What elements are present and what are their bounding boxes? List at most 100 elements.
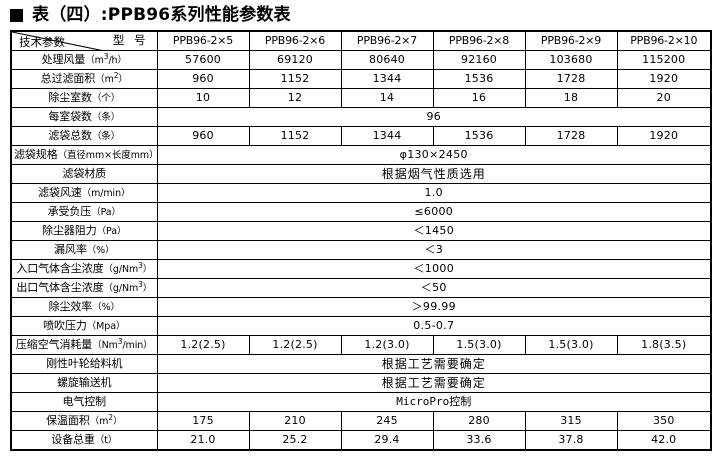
table-row: 滤袋总数（条） 960 1152 1344 1536 1728 1920 xyxy=(10,126,712,146)
value-cell: 33.6 xyxy=(432,430,526,451)
column-header-2: PPB96-2×6 xyxy=(248,30,342,51)
row-label: 滤袋风速（m/min） xyxy=(10,183,158,203)
value-cell: 1344 xyxy=(340,69,434,89)
row-label: 滤袋规格（直径mm×长度mm） xyxy=(10,145,158,165)
value-cell: 10 xyxy=(156,88,250,108)
merged-value-cell: ＞99.99 xyxy=(156,297,712,317)
table-body: 型 号 技术参数 PPB96-2×5 PPB96-2×6 PPB96-2×7 PPB96-… xyxy=(10,30,712,451)
row-label: 喷吹压力（Mpa） xyxy=(10,316,158,336)
corner-header-cell: 型 号 技术参数 xyxy=(10,30,158,51)
value-cell: 1344 xyxy=(340,126,434,146)
value-cell: 350 xyxy=(616,411,712,431)
value-cell: 21.0 xyxy=(156,430,250,451)
column-header-1: PPB96-2×5 xyxy=(156,30,250,51)
row-label: 保温面积（m2） xyxy=(10,411,158,431)
black-square-icon xyxy=(10,8,23,22)
row-label: 压缩空气消耗量（Nm3/min） xyxy=(10,335,158,355)
merged-value-cell: 根据工艺需要确定 xyxy=(156,373,712,393)
merged-value-cell: ＜50 xyxy=(156,278,712,298)
value-cell: 103680 xyxy=(524,50,618,70)
table-row: 除尘效率（%） ＞99.99 xyxy=(10,297,712,317)
row-label: 每室袋数（条） xyxy=(10,107,158,127)
value-cell: 1.5(3.0) xyxy=(524,335,618,355)
merged-value-cell: MicroPro控制 xyxy=(156,392,712,412)
table-row: 电气控制 MicroPro控制 xyxy=(10,392,712,412)
value-cell: 210 xyxy=(248,411,342,431)
value-cell: 57600 xyxy=(156,50,250,70)
value-cell: 92160 xyxy=(432,50,526,70)
column-header-6: PPB96-2×10 xyxy=(616,30,712,51)
corner-model-label: 型 号 xyxy=(112,33,149,47)
value-cell: 1920 xyxy=(616,126,712,146)
merged-value-cell: ≤6000 xyxy=(156,202,712,222)
table-row: 每室袋数（条） 96 xyxy=(10,107,712,127)
table-row: 入口气体含尘浓度（g/Nm3） ＜1000 xyxy=(10,259,712,279)
merged-value-cell: 1.0 xyxy=(156,183,712,203)
row-label: 滤袋材质 xyxy=(10,164,158,184)
row-label: 承受负压（Pa） xyxy=(10,202,158,222)
row-label: 入口气体含尘浓度（g/Nm3） xyxy=(10,259,158,279)
column-header-5: PPB96-2×9 xyxy=(524,30,618,51)
value-cell: 315 xyxy=(524,411,618,431)
value-cell: 1.2(2.5) xyxy=(156,335,250,355)
table-row: 承受负压（Pa） ≤6000 xyxy=(10,202,712,222)
table-row: 设备总重（t） 21.0 25.2 29.4 33.6 37.8 42.0 xyxy=(10,430,712,451)
value-cell: 960 xyxy=(156,69,250,89)
merged-value-cell: 根据工艺需要确定 xyxy=(156,354,712,374)
table-row: 处理风量（m3/h） 57600 69120 80640 92160 103680 1152… xyxy=(10,50,712,70)
merged-value-cell: 0.5-0.7 xyxy=(156,316,712,336)
merged-value-cell: 根据烟气性质选用 xyxy=(156,164,712,184)
table-row: 滤袋规格（直径mm×长度mm） φ130×2450 xyxy=(10,145,712,165)
value-cell: 1152 xyxy=(248,69,342,89)
row-label: 漏风率（%） xyxy=(10,240,158,260)
value-cell: 25.2 xyxy=(248,430,342,451)
row-label: 设备总重（t） xyxy=(10,430,158,451)
merged-value-cell: ＜1450 xyxy=(156,221,712,241)
value-cell: 37.8 xyxy=(524,430,618,451)
value-cell: 245 xyxy=(340,411,434,431)
row-label: 电气控制 xyxy=(10,392,158,412)
row-label: 除尘效率（%） xyxy=(10,297,158,317)
table-row: 压缩空气消耗量（Nm3/min） 1.2(2.5) 1.2(2.5) 1.2(3.0)… xyxy=(10,335,712,355)
value-cell: 1.8(3.5) xyxy=(616,335,712,355)
value-cell: 1536 xyxy=(432,126,526,146)
table-row: 漏风率（%） ＜3 xyxy=(10,240,712,260)
value-cell: 960 xyxy=(156,126,250,146)
table-row: 滤袋材质 根据烟气性质选用 xyxy=(10,164,712,184)
row-label: 出口气体含尘浓度（g/Nm3） xyxy=(10,278,158,298)
page-title: 表（四）:PPB96系列性能参数表 xyxy=(0,0,720,30)
value-cell: 1.5(3.0) xyxy=(432,335,526,355)
table-row: 出口气体含尘浓度（g/Nm3） ＜50 xyxy=(10,278,712,298)
value-cell: 69120 xyxy=(248,50,342,70)
page-title-text: 表（四）:PPB96系列性能参数表 xyxy=(32,4,291,25)
merged-value-cell: ＜3 xyxy=(156,240,712,260)
corner-param-label: 技术参数 xyxy=(19,34,65,49)
row-label: 除尘室数（个） xyxy=(10,88,158,108)
value-cell: 14 xyxy=(340,88,434,108)
row-label: 除尘器阻力（Pa） xyxy=(10,221,158,241)
value-cell: 1920 xyxy=(616,69,712,89)
table-container: 型 号 技术参数 PPB96-2×5 PPB96-2×6 PPB96-2×7 PPB96-… xyxy=(0,30,720,451)
row-label: 处理风量（m3/h） xyxy=(10,50,158,70)
value-cell: 1152 xyxy=(248,126,342,146)
row-label: 刚性叶轮给料机 xyxy=(10,354,158,374)
table-row: 滤袋风速（m/min） 1.0 xyxy=(10,183,712,203)
row-label: 总过滤面积（m2） xyxy=(10,69,158,89)
value-cell: 18 xyxy=(524,88,618,108)
table-row: 总过滤面积（m2） 960 1152 1344 1536 1728 1920 xyxy=(10,69,712,89)
table-header-row: 型 号 技术参数 PPB96-2×5 PPB96-2×6 PPB96-2×7 PPB96-… xyxy=(10,30,712,51)
row-label: 滤袋总数（条） xyxy=(10,126,158,146)
value-cell: 29.4 xyxy=(340,430,434,451)
value-cell: 42.0 xyxy=(616,430,712,451)
value-cell: 16 xyxy=(432,88,526,108)
value-cell: 280 xyxy=(432,411,526,431)
value-cell: 175 xyxy=(156,411,250,431)
row-label: 螺旋输送机 xyxy=(10,373,158,393)
value-cell: 1728 xyxy=(524,69,618,89)
table-row: 保温面积（m2） 175 210 245 280 315 350 xyxy=(10,411,712,431)
value-cell: 1.2(2.5) xyxy=(248,335,342,355)
column-header-3: PPB96-2×7 xyxy=(340,30,434,51)
value-cell: 80640 xyxy=(340,50,434,70)
merged-value-cell: 96 xyxy=(156,107,712,127)
